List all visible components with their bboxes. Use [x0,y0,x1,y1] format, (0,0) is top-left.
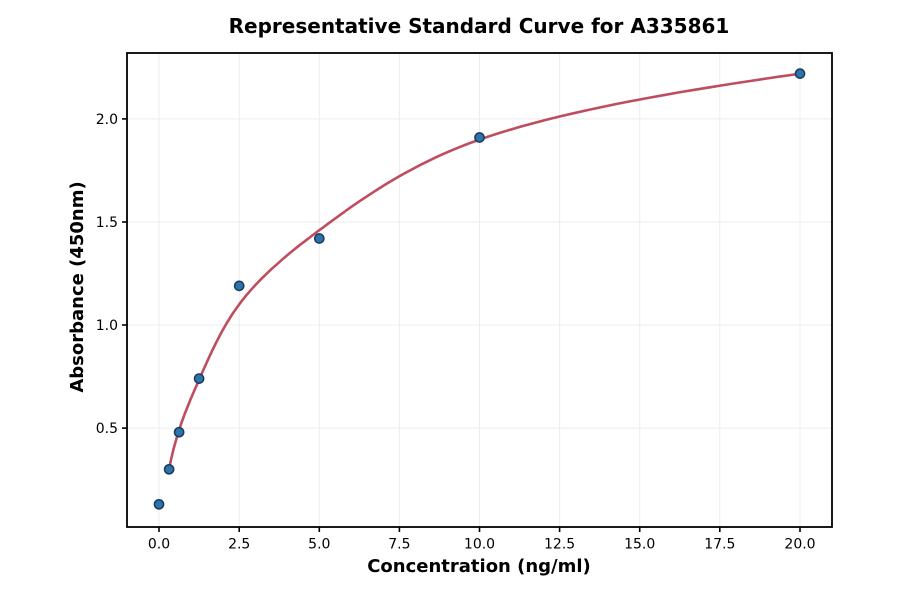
data-point [233,280,245,292]
y-tick-label: 1.5 [96,215,118,231]
chart-title: Representative Standard Curve for A33586… [229,14,730,38]
x-tick-label: 5.0 [308,537,330,553]
x-tick-label: 15.0 [624,537,655,553]
x-tick-label: 17.5 [704,537,735,553]
data-point [163,463,175,475]
x-tick-label: 7.5 [388,537,410,553]
axis-layer: 0.0 2.5 5.0 7.5 10.0 12.5 15.0 17.5 20.0 0.5 1.0 1.… [96,112,816,553]
y-tick-label: 2.0 [96,112,118,128]
data-point [193,373,205,384]
data-point [173,426,185,438]
data-point [153,498,165,510]
data-point [474,132,485,143]
fit-curve [167,72,802,471]
y-tick-label: 1.0 [96,318,118,334]
x-tick-label: 0.0 [148,537,170,553]
curve-layer [167,72,802,471]
data-point [794,68,806,79]
points-layer [153,68,806,510]
y-tick-label: 0.5 [96,421,118,437]
grid-layer [127,53,832,527]
x-tick-label: 2.5 [228,537,250,553]
x-axis-title: Concentration (ng/ml) [367,556,591,577]
x-tick-label: 20.0 [784,537,815,553]
x-tick-label: 10.0 [464,537,495,553]
x-tick-label: 12.5 [544,537,575,553]
data-point [313,233,325,244]
y-axis-title: Absorbance (450nm) [67,181,88,392]
